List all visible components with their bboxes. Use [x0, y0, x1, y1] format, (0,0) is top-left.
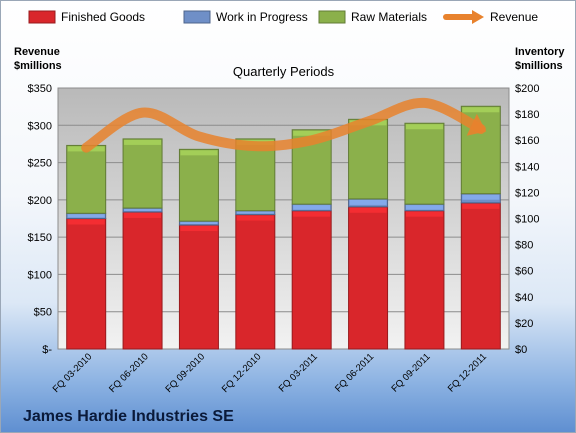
legend-label-revenue: Revenue [490, 10, 538, 24]
right-axis-title-line1: Inventory [515, 46, 565, 58]
right-tick-label: $140 [515, 161, 539, 173]
right-tick-label: $60 [515, 266, 533, 278]
x-tick-label: FQ 09-2011 [389, 351, 432, 394]
right-tick-label: $80 [515, 240, 533, 252]
left-axis-ticks: $- $50 $100 $150 $200 $250 $300 $350 [28, 83, 53, 356]
bar-finished-goods [348, 206, 389, 350]
left-tick-label: $50 [34, 307, 52, 319]
bar-highlight-work-in-progress [349, 199, 387, 205]
left-tick-label: $200 [28, 195, 52, 207]
x-tick-label: FQ 12-2010 [220, 351, 264, 395]
bar-highlight-finished-goods [236, 215, 274, 221]
left-tick-label: $- [42, 344, 52, 356]
right-tick-label: $0 [515, 344, 527, 356]
x-tick-label: FQ 06-2010 [107, 351, 151, 395]
right-tick-label: $180 [515, 109, 539, 121]
bar-highlight-finished-goods [405, 211, 443, 217]
right-tick-label: $120 [515, 187, 539, 199]
bar-highlight-work-in-progress [180, 222, 218, 225]
x-tick-label: FQ 12-2011 [446, 351, 489, 394]
bar-finished-goods [235, 214, 276, 350]
bar-highlight-raw-materials [293, 130, 331, 136]
bar-highlight-work-in-progress [293, 205, 331, 210]
right-tick-label: $200 [515, 83, 539, 95]
bar-raw-materials [178, 148, 219, 222]
left-tick-label: $150 [28, 232, 52, 244]
left-axis-title-line2: $millions [14, 60, 62, 72]
bar-highlight-finished-goods [124, 212, 162, 218]
bar-highlight-finished-goods [462, 203, 500, 209]
bar-raw-materials [66, 144, 107, 214]
legend-swatch-finished-goods [28, 10, 56, 24]
bar-finished-goods [404, 210, 445, 350]
right-tick-label: $160 [515, 135, 539, 147]
bar-finished-goods [460, 202, 501, 350]
right-axis-title-line2: $millions [515, 60, 563, 72]
left-tick-label: $250 [28, 158, 52, 170]
right-tick-label: $40 [515, 292, 533, 304]
x-tick-label: FQ 06-2011 [333, 351, 376, 394]
bar-finished-goods [291, 210, 332, 350]
bar-highlight-work-in-progress [124, 209, 162, 211]
left-tick-label: $100 [28, 269, 52, 281]
bar-highlight-work-in-progress [67, 214, 105, 218]
bar-raw-materials [348, 118, 389, 200]
bar-finished-goods [66, 218, 107, 350]
legend-label-raw-materials: Raw Materials [351, 10, 427, 24]
legend-swatch-raw-materials [318, 10, 346, 24]
bar-highlight-work-in-progress [405, 205, 443, 210]
bar-highlight-raw-materials [462, 107, 500, 113]
company-name: James Hardie Industries SE [23, 408, 234, 425]
bar-highlight-finished-goods [180, 226, 218, 232]
bar-highlight-work-in-progress [462, 194, 500, 200]
bar-finished-goods [178, 224, 219, 350]
left-axis-title-line1: Revenue [14, 46, 60, 58]
revenue-line-path [81, 97, 486, 153]
x-tick-label: FQ 03-2011 [277, 351, 320, 394]
revenue-line [81, 97, 487, 153]
bar-highlight-work-in-progress [236, 211, 274, 214]
legend: Finished Goods Work in Progress Raw Materi… [28, 10, 538, 24]
legend-swatch-work-in-progress [183, 10, 211, 24]
left-tick-label: $350 [28, 83, 52, 95]
revenue-arrowhead [466, 113, 487, 136]
bar-highlight-finished-goods [67, 219, 105, 225]
bar-highlight-finished-goods [293, 211, 331, 217]
bar-highlight-raw-materials [124, 139, 162, 145]
legend-label-work-in-progress: Work in Progress [216, 10, 308, 24]
bar-highlight-finished-goods [349, 207, 387, 213]
bar-highlight-raw-materials [180, 150, 218, 156]
bar-raw-materials [122, 138, 163, 209]
chart-subtitle: Quarterly Periods [233, 64, 335, 79]
legend-arrow-revenue [472, 10, 484, 24]
bar-highlight-raw-materials [405, 124, 443, 130]
legend-label-finished-goods: Finished Goods [61, 10, 145, 24]
bar-finished-goods [122, 211, 163, 350]
x-tick-label: FQ 09-2010 [163, 351, 207, 395]
right-axis-ticks: $0 $20 $40 $60 $80 $100 $120 $140 $160 $180 $200 [515, 83, 539, 356]
x-axis-ticks: FQ 03-2010 FQ 06-2010 FQ 09-2010 FQ 12-2010… [51, 351, 489, 395]
right-tick-label: $100 [515, 214, 539, 226]
bar-raw-materials [404, 122, 445, 205]
x-tick-label: FQ 03-2010 [51, 351, 95, 395]
left-tick-label: $300 [28, 120, 52, 132]
right-tick-label: $20 [515, 318, 533, 330]
